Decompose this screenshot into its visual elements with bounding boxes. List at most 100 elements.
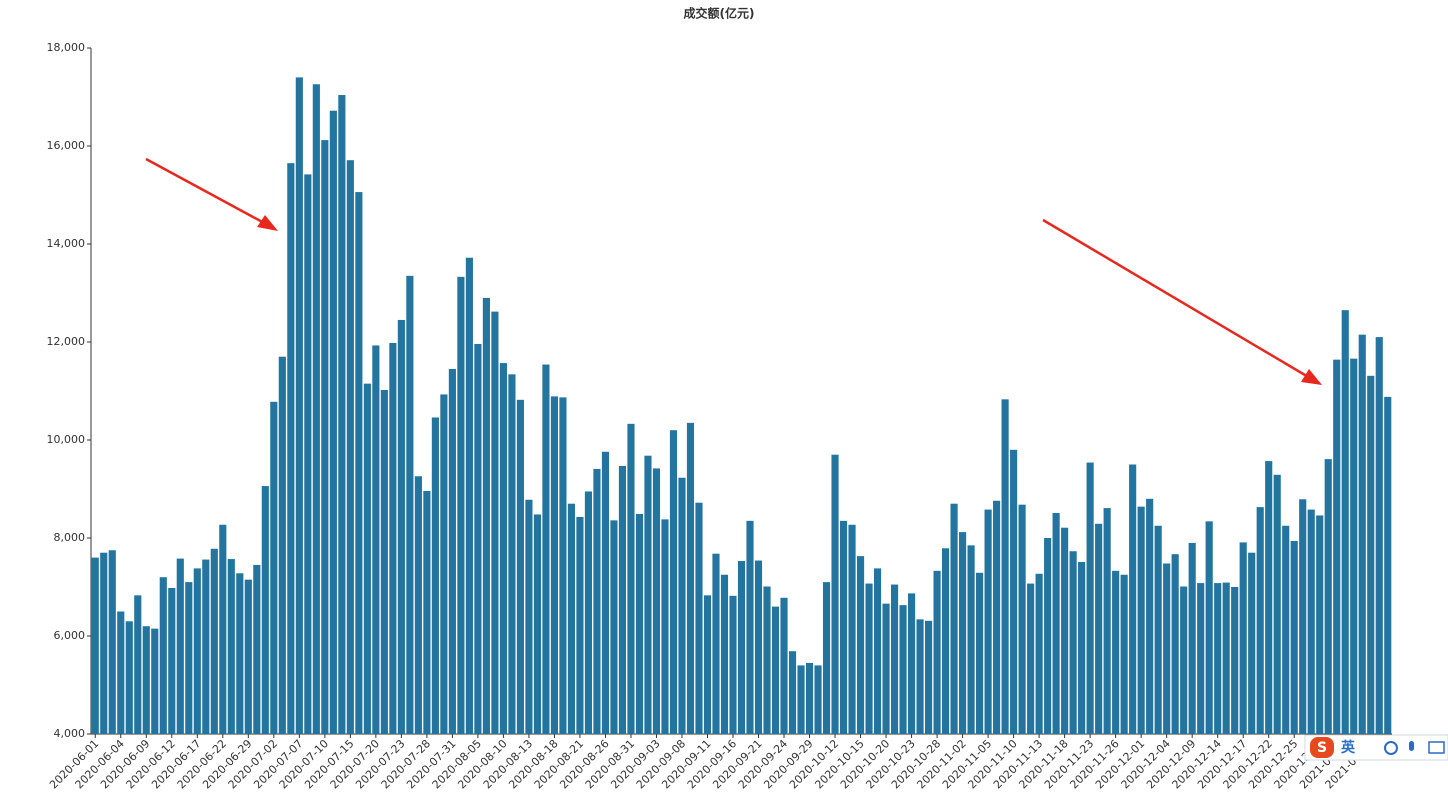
- bar: [950, 503, 958, 734]
- bar: [916, 619, 924, 734]
- bar: [440, 394, 448, 734]
- bar: [1265, 461, 1273, 734]
- bar: [176, 558, 184, 734]
- bar: [1239, 542, 1247, 734]
- bar: [567, 503, 576, 734]
- bar: [1027, 583, 1035, 734]
- bar: [457, 276, 465, 734]
- bar: [125, 621, 133, 734]
- bar: [1018, 504, 1026, 734]
- bar: [942, 548, 950, 734]
- bar: [321, 140, 329, 734]
- bar: [729, 595, 737, 734]
- bar: [559, 397, 567, 734]
- bar: [423, 490, 431, 734]
- ime-mode[interactable]: 英: [1340, 739, 1356, 756]
- bar: [737, 561, 746, 734]
- bar: [1061, 527, 1069, 734]
- bar: [542, 364, 550, 734]
- bars: [91, 77, 1392, 735]
- bar: [1197, 583, 1205, 734]
- bar: [1171, 554, 1179, 734]
- bar: [304, 174, 312, 735]
- bar: [1333, 359, 1341, 734]
- bar: [1214, 583, 1222, 734]
- bar: [925, 620, 933, 734]
- bar: [151, 628, 159, 734]
- bar: [550, 396, 558, 734]
- bar: [848, 524, 856, 734]
- arrow-right: [1042, 218, 1322, 385]
- bar: [1078, 562, 1086, 734]
- bar: [270, 401, 278, 734]
- bar: [261, 486, 269, 734]
- bar: [1154, 525, 1162, 734]
- bar: [508, 374, 516, 734]
- arrow-left: [145, 157, 278, 231]
- bar: [253, 564, 261, 734]
- y-tick-label: 14,000: [47, 237, 86, 250]
- bar: [100, 552, 108, 734]
- bar: [516, 399, 524, 734]
- bar: [372, 345, 380, 734]
- bar: [219, 524, 227, 734]
- bar: [661, 519, 669, 734]
- bar: [907, 593, 916, 734]
- y-tick-label: 12,000: [47, 335, 86, 348]
- bar: [839, 520, 848, 734]
- bar: [601, 451, 610, 734]
- bar: [363, 383, 371, 734]
- svg-text:S: S: [1317, 740, 1327, 756]
- bar: [822, 582, 831, 734]
- bar: [1350, 358, 1358, 734]
- bar: [185, 582, 193, 734]
- bar: [610, 520, 618, 734]
- bar: [142, 626, 150, 734]
- bar: [635, 513, 644, 734]
- bar: [117, 611, 125, 734]
- bar: [193, 568, 201, 734]
- bar: [712, 553, 720, 734]
- bar: [1384, 396, 1392, 734]
- bar: [1231, 587, 1239, 734]
- bar: [474, 343, 482, 734]
- bar: [976, 572, 984, 734]
- y-tick-label: 16,000: [47, 139, 86, 152]
- bar: [1282, 525, 1290, 734]
- bar: [814, 665, 822, 734]
- bar: [593, 468, 601, 734]
- bar: [754, 560, 763, 734]
- bar: [287, 163, 295, 734]
- bar: [1129, 464, 1137, 734]
- bar: [882, 603, 890, 734]
- bar: [236, 573, 244, 734]
- y-tick-label: 18,000: [47, 41, 86, 54]
- bar: [618, 465, 627, 734]
- bar: [448, 368, 456, 734]
- bar: [984, 509, 992, 734]
- bar: [1095, 523, 1103, 734]
- bar: [1205, 521, 1213, 734]
- bar: [780, 597, 788, 734]
- chart-title: 成交额(亿元): [684, 6, 755, 21]
- bar: [890, 584, 899, 734]
- bar: [278, 356, 286, 734]
- bar: [678, 477, 686, 734]
- ime-toolbar[interactable]: S 英: [1304, 734, 1448, 761]
- bar: [1367, 375, 1375, 734]
- bar: [108, 550, 116, 734]
- bar: [1137, 506, 1145, 734]
- bar: [627, 423, 635, 734]
- bar: [499, 363, 507, 734]
- bar: [805, 662, 814, 734]
- bar: [1103, 508, 1111, 734]
- bar: [202, 559, 210, 734]
- bar: [355, 192, 363, 734]
- bar: [856, 556, 865, 734]
- bar: [695, 502, 703, 734]
- bar: [576, 516, 584, 734]
- bar: [797, 665, 805, 734]
- bar: [159, 577, 167, 734]
- bar: [746, 520, 754, 734]
